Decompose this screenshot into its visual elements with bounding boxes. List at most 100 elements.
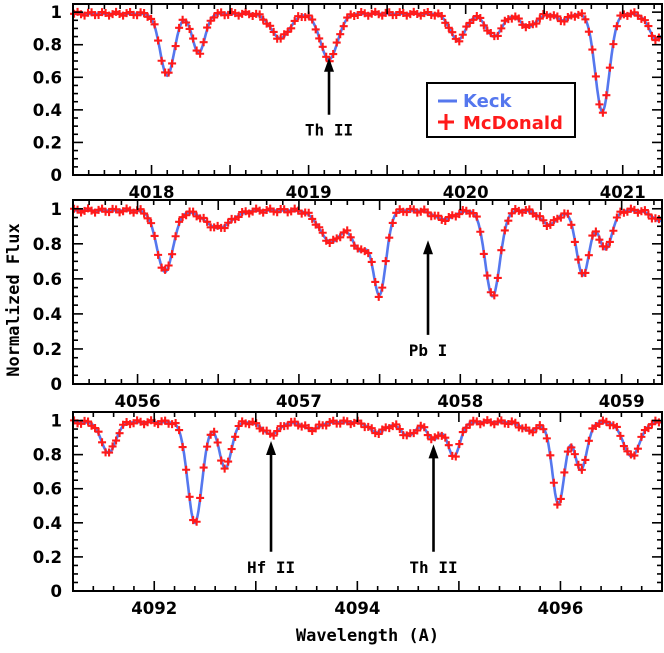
panel-frame	[72, 199, 663, 385]
x-tick-label: 4056	[115, 392, 161, 411]
mcdonald-point	[640, 16, 649, 25]
mcdonald-point	[154, 36, 163, 45]
mcdonald-point	[581, 268, 590, 277]
mcdonald-point	[588, 45, 597, 54]
mcdonald-point	[178, 443, 187, 452]
mcdonald-point	[612, 422, 621, 431]
mcdonald-point	[164, 261, 173, 270]
mcdonald-point	[220, 224, 229, 233]
mcdonald-point	[511, 418, 520, 427]
mcdonald-point	[588, 231, 597, 240]
mcdonald-point	[175, 23, 184, 32]
mcdonald-point	[483, 271, 492, 280]
mcdonald-point	[210, 427, 219, 436]
mcdonald-point	[84, 417, 93, 426]
panel-2: 0 0.2 0.4 0.6 0.8 1 4056 4057 4058 4059 Pb I	[33, 199, 663, 411]
panel-frame	[72, 411, 663, 592]
mcdonald-point	[339, 22, 348, 31]
mcdonald-point	[647, 31, 656, 40]
mcdonald-point	[451, 452, 460, 461]
mcdonald-point	[434, 211, 443, 220]
mcdonald-point	[493, 31, 502, 40]
mcdonald-point	[203, 442, 212, 451]
mcdonald-point	[535, 212, 544, 221]
x-tick-label: 4019	[286, 183, 332, 202]
mcdonald-point	[490, 291, 499, 300]
annotation-label: Th II	[409, 558, 457, 577]
mcdonald-point	[332, 38, 341, 47]
mcdonald-point	[535, 14, 544, 23]
mcdonald-point	[266, 21, 275, 30]
mcdonald-point	[213, 438, 222, 447]
mcdonald-point	[595, 100, 604, 109]
mcdonald-point	[210, 13, 219, 22]
mcdonald-point	[189, 34, 198, 43]
mcdonald-point	[479, 249, 488, 258]
mcdonald-point	[234, 213, 243, 222]
mcdonald-point	[567, 220, 576, 229]
x-tick-label: 4057	[276, 392, 322, 411]
mcdonald-point	[269, 431, 278, 440]
mcdonald-point	[199, 463, 208, 472]
mcdonald-point	[581, 455, 590, 464]
mcdonald-point	[269, 27, 278, 36]
mcdonald-point	[563, 209, 572, 218]
y-tick-label: 0.8	[33, 36, 62, 55]
mcdonald-point	[577, 9, 586, 18]
mcdonald-point	[504, 216, 513, 225]
legend-box	[426, 82, 576, 138]
mcdonald-point	[182, 465, 191, 474]
mcdonald-point	[154, 250, 163, 259]
x-tick-label: 4018	[129, 183, 175, 202]
mcdonald-point	[196, 493, 205, 502]
mcdonald-point	[367, 257, 376, 266]
y-tick-label: 1	[51, 3, 62, 22]
mcdonald-point	[234, 422, 243, 431]
mcdonald-point	[581, 15, 590, 24]
mcdonald-point	[315, 34, 324, 43]
mcdonald-point	[336, 233, 345, 242]
mcdonald-point	[388, 218, 397, 227]
mcdonald-point	[196, 49, 205, 58]
y-tick-label: 0.2	[33, 340, 62, 359]
mcdonald-point	[374, 292, 383, 301]
mcdonald-point	[308, 15, 317, 24]
y-tick-label: 0.4	[33, 101, 62, 120]
mcdonald-point	[441, 217, 450, 225]
mcdonald-point	[108, 442, 117, 451]
mcdonald-point	[441, 18, 450, 27]
mcdonald-point	[500, 226, 509, 235]
annotation-label: Pb I	[409, 341, 448, 360]
y-tick-label: 0.6	[33, 480, 62, 499]
annotation-arrowhead	[428, 444, 439, 459]
mcdonald-point	[542, 434, 551, 443]
mcdonald-point	[507, 209, 516, 218]
mcdonald-point	[612, 213, 621, 222]
panel-3: 0 0.2 0.4 0.6 0.8 1 4092 4094 4096 Hf II Th II Wave…	[33, 411, 663, 646]
mcdonald-point	[476, 227, 485, 236]
mcdonald-point	[175, 217, 184, 226]
mcdonald-point	[395, 425, 404, 434]
y-tick-label: 0	[51, 582, 62, 601]
mcdonald-point	[630, 451, 639, 460]
y-tick-label: 0	[51, 375, 62, 394]
x-tick-label: 4059	[599, 392, 645, 411]
mcdonald-point	[420, 423, 429, 432]
mcdonald-point	[182, 18, 191, 27]
mcdonald-point	[203, 217, 212, 226]
y-axis-label: Normalized Flux	[4, 223, 24, 377]
mcdonald-point	[175, 426, 184, 435]
mcdonald-point	[185, 492, 194, 501]
y-tick-label: 0.2	[33, 548, 62, 567]
mcdonald-point	[112, 436, 121, 445]
mcdonald-point	[539, 216, 548, 225]
mcdonald-point	[591, 72, 600, 81]
y-tick-label: 0.2	[33, 133, 62, 152]
mcdonald-point	[374, 429, 383, 438]
x-tick-label: 4092	[131, 599, 177, 618]
y-tick-label: 0.6	[33, 270, 62, 289]
mcdonald-point	[161, 265, 170, 274]
legend: Keck McDonald	[426, 82, 576, 138]
